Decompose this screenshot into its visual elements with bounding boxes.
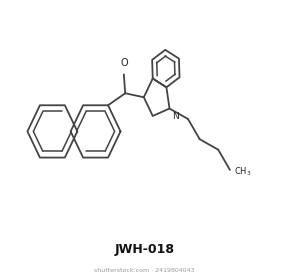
Text: N: N: [172, 112, 179, 121]
Text: O: O: [120, 58, 128, 68]
Text: shutterstock.com · 2419804043: shutterstock.com · 2419804043: [94, 268, 195, 273]
Text: JWH-018: JWH-018: [114, 243, 175, 256]
Text: CH$_3$: CH$_3$: [234, 165, 252, 178]
